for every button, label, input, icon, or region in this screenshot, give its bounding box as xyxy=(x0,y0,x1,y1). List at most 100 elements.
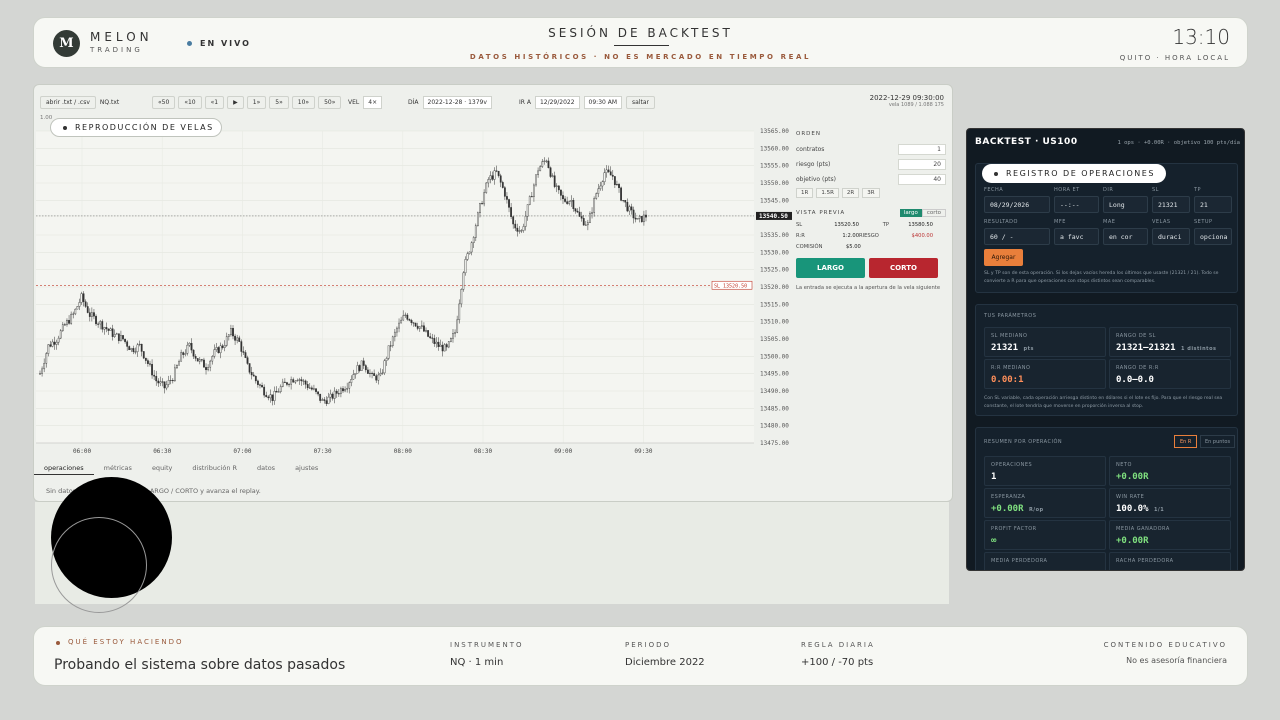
date-field[interactable]: 08/29/2026 xyxy=(984,196,1050,213)
candle-body xyxy=(140,343,143,352)
candle-body xyxy=(348,382,351,389)
summary-r-button[interactable]: En R xyxy=(1174,435,1198,448)
day-select[interactable]: 2022-12-28 · 1379v xyxy=(422,95,492,109)
mae-field[interactable]: en cor xyxy=(1103,228,1148,245)
date-input[interactable]: 12/29/2022 xyxy=(534,95,580,109)
rr-2-button[interactable]: 2R xyxy=(841,188,860,198)
candle-body xyxy=(508,199,510,208)
candle-body xyxy=(234,335,236,341)
candle-body xyxy=(479,203,481,214)
tab-ajustes[interactable]: ajustes xyxy=(295,464,319,472)
tab-distribucion[interactable]: distribución R xyxy=(192,464,238,472)
candle-body xyxy=(252,374,255,377)
velas-field[interactable]: duraci xyxy=(1152,228,1190,245)
rr-15-button[interactable]: 1.5R xyxy=(816,188,839,198)
candle-body xyxy=(530,196,533,198)
setup-field[interactable]: opciona xyxy=(1194,228,1232,245)
speed-select[interactable]: 4× xyxy=(363,95,383,109)
fwd-10-button[interactable]: 10» xyxy=(291,95,316,109)
contracts-input[interactable]: 1 xyxy=(898,143,946,155)
param-value: 21321 xyxy=(991,343,1019,353)
risk-input[interactable]: 20 xyxy=(898,158,946,170)
candle-body xyxy=(383,360,386,374)
webcam-ring xyxy=(51,517,147,613)
target-input[interactable]: 40 xyxy=(898,173,946,185)
candle-body xyxy=(39,373,41,375)
tab-metricas[interactable]: métricas xyxy=(103,464,132,472)
candle-body xyxy=(539,166,542,172)
mfe-field[interactable]: a favc xyxy=(1054,228,1099,245)
candle-chart[interactable]: 13565.00 13560.00 13555.00 13550.00 13545.00… xyxy=(34,127,794,462)
y-tick-label: 13560.00 xyxy=(760,145,789,152)
live-label: EN VIVO xyxy=(200,39,251,48)
back-50-button[interactable]: «50 xyxy=(152,95,176,109)
risk-usd-value: $400.00 xyxy=(911,233,933,239)
param-unit: 1 distintos xyxy=(1181,346,1217,352)
sl-field[interactable]: 21321 xyxy=(1152,196,1190,213)
edu-value: No es asesoría financiera xyxy=(1126,656,1227,665)
play-button[interactable]: ▶ xyxy=(227,95,244,109)
candle-body xyxy=(595,193,598,199)
candle-body xyxy=(315,388,317,392)
tab-datos[interactable]: datos xyxy=(257,464,276,472)
fwd-50-button[interactable]: 50» xyxy=(318,95,342,109)
direction-select[interactable]: Long xyxy=(1103,196,1148,213)
tab-operaciones[interactable]: operaciones xyxy=(34,461,94,475)
summary-pts-button[interactable]: En puntos xyxy=(1200,435,1236,448)
back-1-button[interactable]: «1 xyxy=(204,95,225,109)
add-button[interactable]: Agregar xyxy=(984,249,1023,266)
fwd-1-button[interactable]: 1» xyxy=(246,95,267,109)
short-button[interactable]: CORTO xyxy=(869,258,938,278)
form-label-mfe: MFE xyxy=(1054,219,1066,225)
y-tick-label: 13550.00 xyxy=(760,180,789,187)
time-field[interactable]: --:-- xyxy=(1054,196,1099,213)
candle-body xyxy=(209,360,212,368)
candle-body xyxy=(501,182,504,188)
candle-body xyxy=(254,375,257,382)
candle-body xyxy=(313,388,315,390)
candle-body xyxy=(217,347,220,354)
candle-body xyxy=(227,334,230,337)
fwd-5-button[interactable]: 5» xyxy=(269,95,289,109)
y-tick-label: 13490.00 xyxy=(760,388,789,395)
tab-equity[interactable]: equity xyxy=(151,464,173,472)
candle-body xyxy=(213,349,216,357)
sl-value: 13520.50 xyxy=(834,222,859,228)
time-input[interactable]: 09:30 AM xyxy=(583,95,623,109)
params-card: TUS PARÁMETROS SL MEDIANO 21321 pts RANG… xyxy=(975,304,1238,416)
candle-body xyxy=(493,170,496,180)
candle-body xyxy=(551,175,554,177)
side-long-toggle[interactable]: largo xyxy=(899,209,922,217)
jump-button[interactable]: saltar xyxy=(626,95,655,109)
stat-value: +0.00R xyxy=(1116,472,1149,482)
brand-name: MELON xyxy=(90,30,153,44)
candle-body xyxy=(323,399,326,401)
result-field[interactable]: 60 / - xyxy=(984,228,1050,245)
candle-body xyxy=(454,332,456,334)
form-note: SL y TP son de esta operación. Si los de… xyxy=(984,271,1219,284)
back-10-button[interactable]: «10 xyxy=(178,95,202,109)
candle-body xyxy=(142,351,145,359)
param-label: RANGO DE SL xyxy=(1116,333,1156,339)
param-value: 0.0–0.0 xyxy=(1116,375,1154,385)
candle-body xyxy=(350,379,353,383)
candle-body xyxy=(340,388,342,394)
candle-body xyxy=(593,198,596,213)
rr-3-button[interactable]: 3R xyxy=(862,188,880,198)
long-button[interactable]: LARGO xyxy=(796,258,865,278)
x-tick-label: 07:00 xyxy=(233,448,251,455)
candle-body xyxy=(333,390,336,399)
candle-body xyxy=(354,373,357,375)
rr-1-button[interactable]: 1R xyxy=(796,188,814,198)
candle-body xyxy=(107,328,110,331)
candle-body xyxy=(622,200,625,202)
open-file-button[interactable]: abrir .txt / .csv xyxy=(40,95,96,109)
order-panel: ORDEN contratos 1 riesgo (pts) 20 objeti… xyxy=(796,127,946,292)
candle-body xyxy=(190,342,193,351)
param-rr-median: R:R MEDIANO 0.00:1 xyxy=(984,359,1106,389)
tp-field[interactable]: 21 xyxy=(1194,196,1232,213)
candle-body xyxy=(198,359,201,362)
stat-value: ∞ xyxy=(991,536,997,546)
side-short-toggle[interactable]: corto xyxy=(921,209,946,217)
candle-body xyxy=(379,373,382,376)
